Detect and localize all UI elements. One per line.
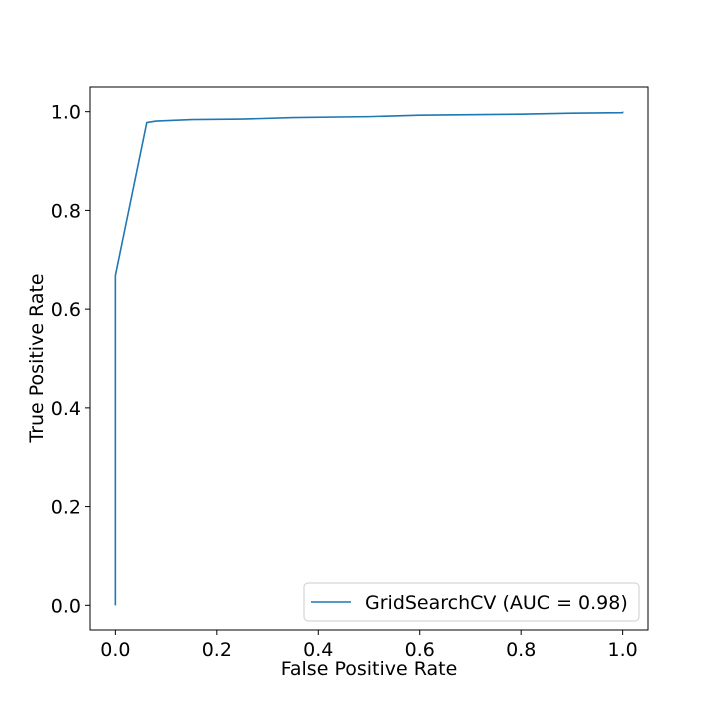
x-tick-label: 0.2 <box>202 639 232 661</box>
series-lines <box>114 111 624 606</box>
plot-area-frame <box>89 86 649 631</box>
axis-ticks: 0.0 0.2 0.4 0.6 0.8 1.0 0.0 0.2 0.4 0.6 0.8 1.0 <box>51 102 638 661</box>
x-tick-label: 0.8 <box>506 639 536 661</box>
legend-label: GridSearchCV (AUC = 0.98) <box>365 592 628 614</box>
y-tick-label: 0.0 <box>51 595 81 617</box>
roc-curve-line <box>114 111 624 606</box>
x-axis-label: False Positive Rate <box>281 658 458 680</box>
x-tick-label: 0.6 <box>405 639 435 661</box>
x-tick-label: 0.0 <box>100 639 130 661</box>
y-tick-label: 0.4 <box>51 398 81 420</box>
y-tick-label: 0.8 <box>51 200 81 222</box>
y-tick-label: 0.6 <box>51 299 81 321</box>
y-axis-label: True Positive Rate <box>26 273 48 443</box>
y-tick-label: 1.0 <box>51 102 81 124</box>
x-tick-label: 0.4 <box>303 639 333 661</box>
x-tick-label: 1.0 <box>608 639 638 661</box>
legend-box <box>303 582 640 622</box>
y-tick-label: 0.2 <box>51 497 81 519</box>
legend: GridSearchCV (AUC = 0.98) <box>303 582 640 622</box>
